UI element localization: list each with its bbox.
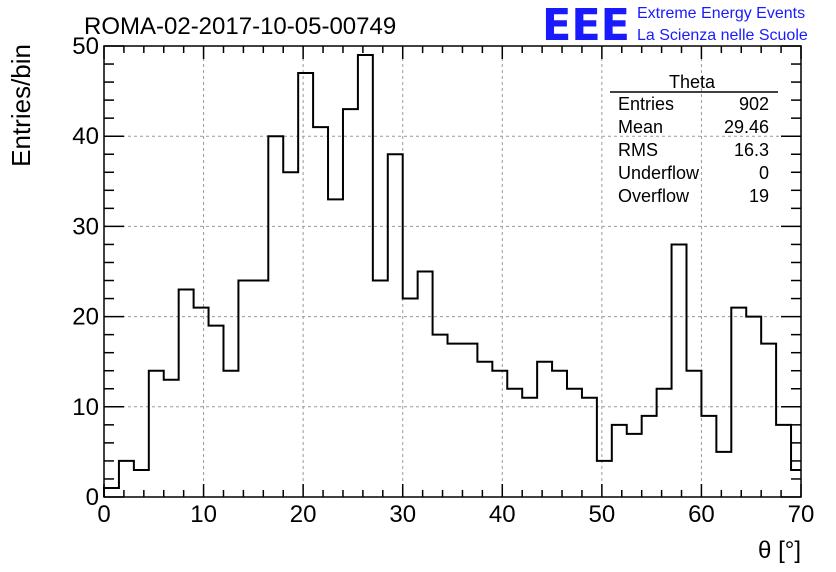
logo-letters: EEE	[542, 0, 630, 51]
x-tick-label: 0	[97, 501, 110, 528]
stats-title: Theta	[669, 72, 716, 92]
stats-row-value: 902	[739, 94, 769, 114]
stats-box: Theta Entries 902 Mean 29.46 RMS 16.3 Underflo…	[610, 72, 778, 206]
run-title: ROMA-02-2017-10-05-00749	[84, 13, 396, 40]
stats-row-label: Entries	[618, 94, 674, 114]
x-tick-label: 50	[589, 501, 616, 528]
stats-row-label: Overflow	[618, 186, 690, 206]
y-tick-label: 10	[72, 394, 99, 421]
y-tick-label: 30	[72, 213, 99, 240]
stats-row-value: 16.3	[734, 140, 769, 160]
x-tick-label: 40	[489, 501, 516, 528]
eee-logo: EEE Extreme Energy Events La Scienza nel…	[542, 0, 808, 51]
grid	[104, 46, 801, 497]
stats-row-value: 29.46	[724, 117, 769, 137]
y-tick-label: 50	[72, 33, 99, 60]
y-tick-label: 0	[86, 484, 99, 511]
stats-row-value: 0	[759, 163, 769, 183]
y-tick-label: 20	[72, 304, 99, 331]
y-tick-labels: 0 10 20 30 40 50	[72, 33, 99, 511]
y-tick-label: 40	[72, 123, 99, 150]
x-tick-label: 70	[788, 501, 815, 528]
y-axis-label: Entries/bin	[6, 44, 36, 167]
stats-row-label: Mean	[618, 117, 663, 137]
stats-row-value: 19	[749, 186, 769, 206]
stats-row-label: RMS	[618, 140, 658, 160]
x-tick-label: 10	[190, 501, 217, 528]
histogram-line	[103, 54, 801, 497]
x-tick-label: 30	[389, 501, 416, 528]
x-tick-label: 20	[290, 501, 317, 528]
logo-line2: La Scienza nelle Scuole	[637, 27, 808, 44]
stats-rows: Entries 902 Mean 29.46 RMS 16.3 Underflow 0 Over…	[618, 94, 769, 206]
x-tick-labels: 0 10 20 30 40 50 60 70	[97, 501, 814, 528]
x-tick-label: 60	[688, 501, 715, 528]
stats-row-label: Underflow	[618, 163, 700, 183]
logo-line1: Extreme Energy Events	[637, 5, 805, 22]
plot-area	[104, 46, 801, 497]
plot-frame	[103, 45, 802, 498]
x-axis-label: θ [°]	[758, 537, 801, 564]
